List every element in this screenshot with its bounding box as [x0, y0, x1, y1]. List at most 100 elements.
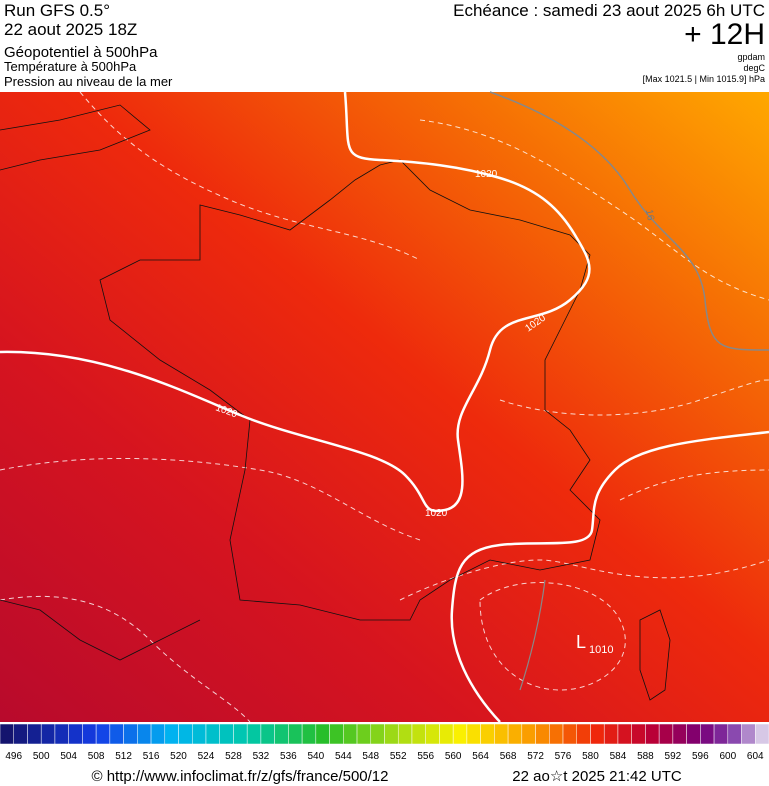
scale-swatch [164, 723, 179, 745]
scale-swatch [713, 723, 729, 745]
scale-swatch [329, 723, 344, 745]
isobar-label: 1020 [475, 169, 498, 180]
scale-label: 600 [719, 751, 736, 762]
scale-swatch [246, 723, 262, 745]
scale-swatch [535, 723, 550, 745]
scale-label: 604 [747, 751, 764, 762]
scale-swatch [507, 723, 523, 745]
scale-swatch [645, 723, 660, 745]
map: 1020 1020 1020 1020 16 L 1010 [0, 91, 769, 723]
run-date: 22 aout 2025 18Z [4, 20, 137, 39]
scale-label: 592 [665, 751, 682, 762]
scale-swatch [315, 723, 330, 745]
scale-label: 560 [445, 751, 462, 762]
color-scale: 496 500 504 508 512 516 520 524 528 532 536 540 544 5… [0, 723, 769, 762]
scale-label: 516 [143, 751, 160, 762]
unit-geopotential: gpdam [737, 52, 765, 62]
contour [0, 457, 421, 541]
scale-label: 532 [253, 751, 270, 762]
scale-swatch [178, 723, 193, 745]
scale-swatch [603, 723, 619, 745]
scale-swatch [521, 723, 536, 745]
contour [79, 91, 421, 261]
scale-swatch [452, 723, 468, 745]
scale-swatch [370, 723, 385, 745]
scale-swatch [82, 723, 97, 745]
scale-swatch [301, 723, 317, 745]
scale-swatch [700, 723, 715, 745]
low-symbol: L [576, 632, 586, 652]
field-title: Géopotentiel à 500hPa [4, 44, 158, 61]
scale-swatch [480, 723, 495, 745]
lead-time: + 12H [684, 18, 765, 51]
scale-swatch [233, 723, 248, 745]
timestamp: 22 ao☆t 2025 21:42 UTC [512, 768, 682, 785]
scale-swatch [549, 723, 564, 745]
scale-swatch [205, 723, 220, 745]
scale-label: 588 [637, 751, 654, 762]
pressure-title: Pression au niveau de la mer [4, 74, 173, 89]
scale-label: 496 [5, 751, 22, 762]
scale-label: 524 [198, 751, 215, 762]
contour [399, 559, 769, 601]
scale-label: 556 [417, 751, 434, 762]
source-url: © http://www.infoclimat.fr/z/gfs/france/… [91, 768, 388, 785]
scale-label: 504 [60, 751, 77, 762]
scale-label: 568 [500, 751, 517, 762]
scale-swatch [54, 723, 69, 745]
scale-swatch [356, 723, 372, 745]
contour [619, 469, 769, 501]
scale-label: 584 [610, 751, 627, 762]
scale-swatch [494, 723, 509, 745]
scale-swatch [755, 723, 769, 745]
scale-label: 596 [692, 751, 709, 762]
scale-swatch [0, 723, 14, 745]
isobar-1020 [0, 91, 591, 513]
scale-label: 512 [115, 751, 132, 762]
isotherm [519, 579, 546, 691]
scale-swatch [741, 723, 756, 745]
scale-label: 548 [362, 751, 379, 762]
scale-swatch [397, 723, 413, 745]
scale-swatch [13, 723, 28, 745]
scale-label: 500 [33, 751, 50, 762]
contour [479, 582, 626, 691]
scale-label: 572 [527, 751, 544, 762]
scale-swatch [95, 723, 111, 745]
pressure-range: [Max 1021.5 | Min 1015.9] hPa [643, 74, 765, 84]
scale-swatch [466, 723, 481, 745]
run-title: Run GFS 0.5° [4, 1, 110, 20]
scale-swatch [384, 723, 399, 745]
england-outline [0, 104, 151, 171]
scale-swatch [411, 723, 426, 745]
corsica-outline [639, 609, 671, 701]
scale-swatch [658, 723, 674, 745]
scale-swatch [40, 723, 56, 745]
scale-swatch [631, 723, 646, 745]
scale-label: 520 [170, 751, 187, 762]
isotherm [489, 91, 769, 351]
scale-swatch [727, 723, 742, 745]
scale-label: 544 [335, 751, 352, 762]
scale-label: 540 [307, 751, 324, 762]
isobar-1020 [450, 430, 769, 723]
scale-label: 580 [582, 751, 599, 762]
scale-swatch [590, 723, 605, 745]
coastlines [0, 104, 671, 701]
scale-swatch [68, 723, 83, 745]
scale-label: 552 [390, 751, 407, 762]
isobars [0, 91, 769, 723]
temperature-title: Température à 500hPa [4, 59, 137, 74]
geopotential-contours [0, 91, 769, 723]
low-value: 1010 [589, 644, 613, 656]
scale-swatch [192, 723, 207, 745]
scale-swatch [219, 723, 234, 745]
scale-label: 576 [555, 751, 572, 762]
scale-label: 508 [88, 751, 105, 762]
temperature-field [0, 92, 769, 722]
scale-swatch [123, 723, 138, 745]
scale-swatch [150, 723, 166, 745]
spain-outline [0, 599, 201, 661]
